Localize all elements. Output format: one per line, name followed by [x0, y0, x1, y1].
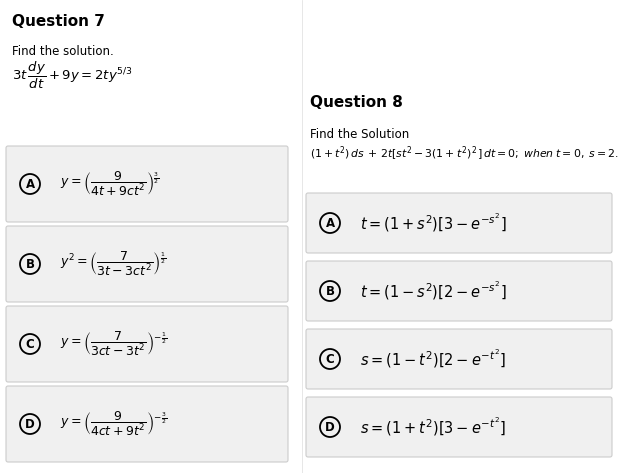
Text: $y = \left(\dfrac{9}{4ct+9t^2}\right)^{-\frac{3}{2}}$: $y = \left(\dfrac{9}{4ct+9t^2}\right)^{-…: [60, 410, 167, 438]
Text: $t = (1 - s^2)[2 - e^{-s^2}]$: $t = (1 - s^2)[2 - e^{-s^2}]$: [360, 280, 507, 302]
FancyBboxPatch shape: [6, 386, 288, 462]
FancyBboxPatch shape: [6, 146, 288, 222]
FancyBboxPatch shape: [306, 261, 612, 321]
Text: $s = (1 - t^2)[2 - e^{-t^2}]$: $s = (1 - t^2)[2 - e^{-t^2}]$: [360, 348, 506, 370]
Text: A: A: [25, 177, 35, 191]
Text: $t = (1 + s^2)[3 - e^{-s^2}]$: $t = (1 + s^2)[3 - e^{-s^2}]$: [360, 212, 507, 234]
FancyBboxPatch shape: [306, 193, 612, 253]
Text: C: C: [326, 352, 334, 366]
Text: $s = (1 + t^2)[3 - e^{-t^2}]$: $s = (1 + t^2)[3 - e^{-t^2}]$: [360, 416, 506, 438]
FancyBboxPatch shape: [6, 226, 288, 302]
Text: Find the solution.: Find the solution.: [12, 45, 114, 58]
Text: $y^2 = \left(\dfrac{7}{3t-3ct^2}\right)^{\frac{1}{2}}$: $y^2 = \left(\dfrac{7}{3t-3ct^2}\right)^…: [60, 250, 166, 278]
Text: A: A: [326, 217, 334, 229]
FancyBboxPatch shape: [306, 329, 612, 389]
Text: Find the Solution: Find the Solution: [310, 128, 409, 141]
Text: D: D: [325, 420, 335, 433]
Text: B: B: [326, 284, 334, 298]
Text: $y = \left(\dfrac{7}{3ct-3t^2}\right)^{-\frac{1}{2}}$: $y = \left(\dfrac{7}{3ct-3t^2}\right)^{-…: [60, 330, 167, 358]
Text: D: D: [25, 418, 35, 430]
Text: B: B: [25, 257, 35, 271]
FancyBboxPatch shape: [306, 397, 612, 457]
Text: $(1+t^2)\,ds\, +\, 2t[st^2-3(1+t^2)^{\,2}]\,dt = 0;\;when\;t=0,\;s=2.$: $(1+t^2)\,ds\, +\, 2t[st^2-3(1+t^2)^{\,2…: [310, 145, 618, 163]
Text: Question 7: Question 7: [12, 14, 105, 29]
Text: Question 8: Question 8: [310, 95, 403, 110]
Text: $3t\,\dfrac{dy}{dt} + 9y = 2ty^{5/3}$: $3t\,\dfrac{dy}{dt} + 9y = 2ty^{5/3}$: [12, 60, 133, 91]
FancyBboxPatch shape: [6, 306, 288, 382]
Text: $y = \left(\dfrac{9}{4t+9ct^2}\right)^{\frac{3}{2}}$: $y = \left(\dfrac{9}{4t+9ct^2}\right)^{\…: [60, 170, 159, 198]
Text: C: C: [25, 338, 35, 350]
